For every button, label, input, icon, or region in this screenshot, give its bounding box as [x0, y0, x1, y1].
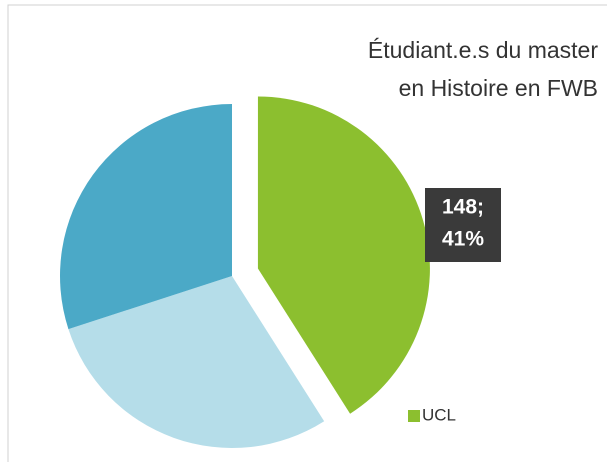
legend-label: UCL — [422, 405, 456, 424]
legend-swatch — [408, 410, 420, 422]
chart-title: en Histoire en FWB — [399, 75, 598, 101]
data-label: 148; — [442, 196, 484, 219]
chart-title: Étudiant.e.s du master — [368, 37, 598, 63]
data-label-box — [425, 188, 501, 262]
pie-slice — [68, 276, 325, 448]
data-label: 41% — [442, 228, 484, 251]
pie-slice — [59, 104, 233, 330]
pie-slice — [257, 96, 430, 414]
